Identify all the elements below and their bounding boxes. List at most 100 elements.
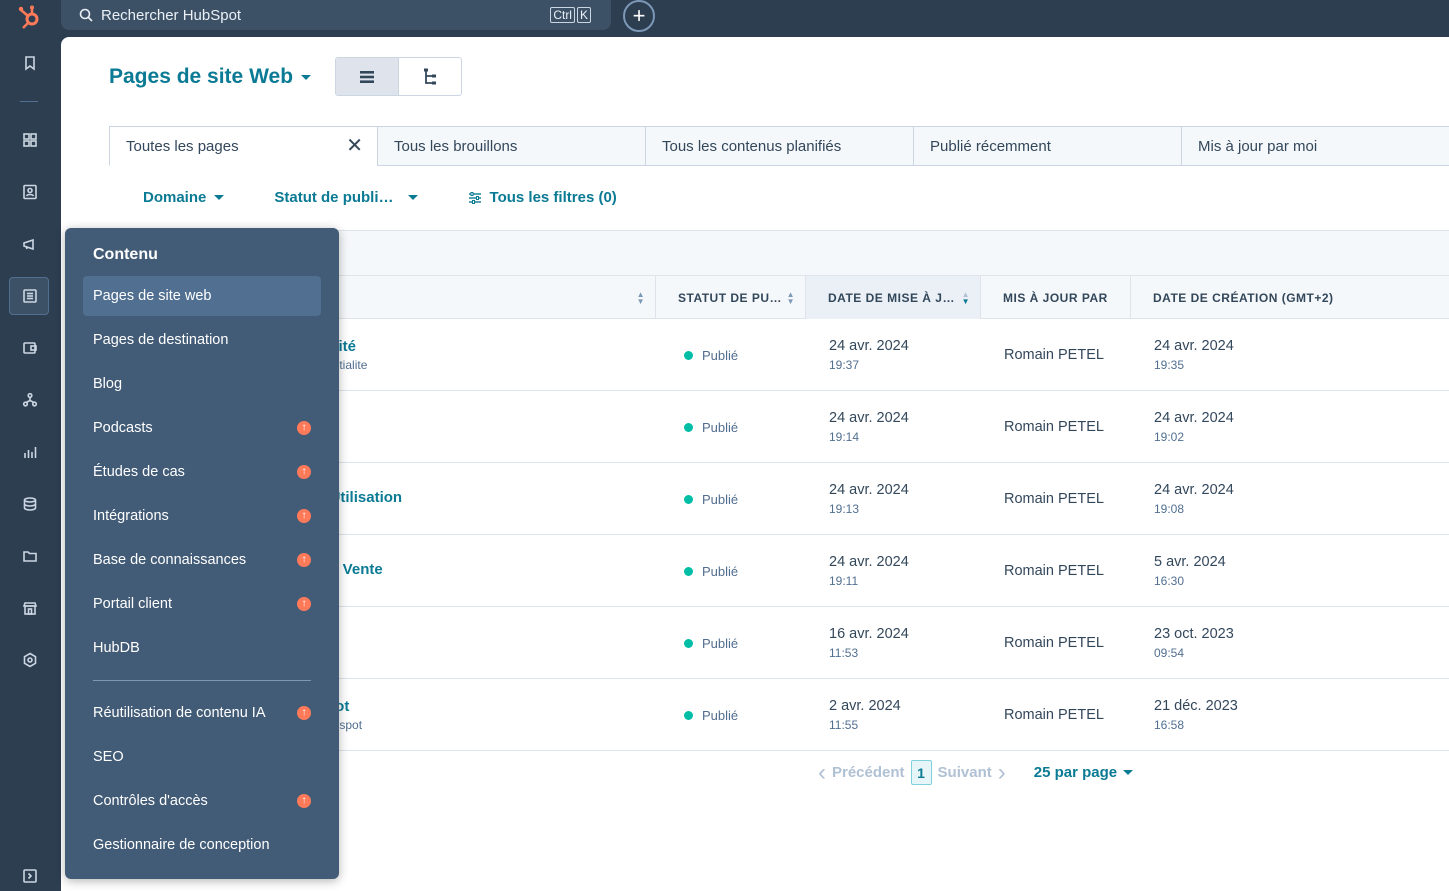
sort-desc-icon: ▲ ▼ [961,290,970,306]
data-icon[interactable] [19,493,41,515]
tab-all-pages[interactable]: Toutes les pages ✕ [109,126,378,166]
page-name-cell[interactable]: alité entialite [326,319,646,391]
table-row[interactable]: 'Utilisation Publié 24 avr. 2024 19:13 R… [109,463,1449,535]
updated-by-cell: Romain PETEL [1004,535,1104,607]
page-name-link[interactable]: alité [326,338,357,355]
page-name-cell[interactable]: s [326,391,646,463]
flyout-item[interactable]: Études de cas ↑ [83,452,321,492]
flyout-item-label: Podcasts [93,420,153,436]
create-plus-button[interactable]: + [623,0,655,32]
upgrade-arrow-icon: ↑ [297,706,311,720]
updated-by-cell: Romain PETEL [1004,607,1104,679]
grid-icon[interactable] [19,129,41,151]
bookmark-icon[interactable] [19,52,41,74]
page-name-cell[interactable]: 'Utilisation [326,463,646,535]
updated-by: Romain PETEL [1004,347,1104,363]
tab-label: Tous les contenus planifiés [662,137,842,155]
contacts-icon[interactable] [19,181,41,203]
folder-icon[interactable] [19,545,41,567]
previous-button[interactable]: Précédent [832,764,905,781]
flyout-item-label: Intégrations [93,508,169,524]
status-badge: Publié [702,347,739,363]
page-name-cell[interactable]: le Vente [326,535,646,607]
sort-icon: ▲ ▼ [786,290,795,306]
status-filter-label: Statut de publi… [274,189,394,206]
flyout-item[interactable]: Pages de destination [83,320,321,360]
settings-hex-icon[interactable] [19,649,41,671]
next-button[interactable]: Suivant [937,764,992,781]
megaphone-icon[interactable] [19,233,41,255]
expand-icon[interactable] [19,865,41,887]
tree-icon [424,68,436,84]
tree-view-button[interactable] [399,58,461,95]
chevron-right-icon[interactable]: › [997,758,1006,786]
page-name-cell[interactable]: pot ubspot [326,679,646,751]
updated-date: 2 avr. 2024 [829,698,901,714]
status-cell: Publié [684,463,738,535]
flyout-item[interactable]: Blog [83,364,321,404]
col-header-updated[interactable]: DATE DE MISE À J… ▲ ▼ [805,276,980,319]
updated-time: 11:55 [829,718,859,732]
updated-date: 16 avr. 2024 [829,626,909,642]
updated-by: Romain PETEL [1004,491,1104,507]
flyout-item-label: Pages de site web [93,288,212,304]
updated-time: 19:14 [829,430,860,444]
created-date: 23 oct. 2023 [1154,626,1234,642]
page-name-link[interactable]: le Vente [326,561,383,578]
flyout-item[interactable]: Podcasts ↑ [83,408,321,448]
page-name-link[interactable]: 'Utilisation [326,489,403,506]
flyout-item[interactable]: SEO [83,737,321,777]
all-filters-button[interactable]: Tous les filtres (0) [468,189,617,206]
status-filter[interactable]: Statut de publi… [274,189,418,206]
created-date-cell: 24 avr. 2024 19:02 [1154,391,1234,463]
created-date: 24 avr. 2024 [1154,410,1234,426]
updated-by-cell: Romain PETEL [1004,391,1104,463]
upgrade-arrow-icon: ↑ [297,421,311,435]
flyout-item[interactable]: Contrôles d'accès ↑ [83,781,321,821]
tab-updated-by-me[interactable]: Mis à jour par moi [1181,126,1449,166]
flyout-item-label: SEO [93,749,124,765]
page-name-link[interactable]: pot [326,698,646,715]
per-page-dropdown[interactable]: 25 par page [1034,764,1134,781]
marketplace-icon[interactable] [19,597,41,619]
search-icon [79,8,93,22]
page-name-cell[interactable] [326,607,646,679]
flyout-item-label: Pages de destination [93,332,229,348]
reports-icon[interactable] [19,441,41,463]
col-header-status[interactable]: STATUT DE PU… ▲ ▼ [655,276,805,319]
chevron-left-icon[interactable]: ‹ [818,758,826,786]
flyout-item[interactable]: Réutilisation de contenu IA ↑ [83,693,321,733]
flyout-item[interactable]: Portail client ↑ [83,584,321,624]
domain-filter[interactable]: Domaine [143,189,225,206]
flyout-item[interactable]: Pages de site web [83,276,321,316]
updated-time: 19:37 [829,358,860,372]
tab-recently-published[interactable]: Publié récemment [913,126,1182,166]
tab-scheduled[interactable]: Tous les contenus planifiés [645,126,914,166]
status-badge: Publié [702,707,739,723]
search-input[interactable]: Rechercher HubSpot Ctrl K [61,0,611,30]
table-row[interactable]: Publié 16 avr. 2024 11:53 Romain PETEL 2… [109,607,1449,679]
flyout-item[interactable]: Intégrations ↑ [83,496,321,536]
close-icon[interactable]: ✕ [346,135,363,157]
col-header-name[interactable]: ▲ ▼ [109,276,655,319]
col-header-updated-by[interactable]: MIS À JOUR PAR [980,276,1130,319]
table-row[interactable]: alité entialite Publié 24 avr. 2024 19:3… [109,319,1449,391]
status-badge: Publié [702,635,739,651]
tab-drafts[interactable]: Tous les brouillons [377,126,646,166]
table-row[interactable]: le Vente Publié 24 avr. 2024 19:11 Romai… [109,535,1449,607]
page-title-dropdown[interactable]: Pages de site Web [109,65,312,89]
flyout-item[interactable]: HubDB [83,628,321,668]
top-bar: Rechercher HubSpot Ctrl K + [0,0,1449,37]
flyout-item[interactable]: Base de connaissances ↑ [83,540,321,580]
list-view-button[interactable] [336,58,399,95]
automation-icon[interactable] [19,389,41,411]
table-row[interactable]: s Publié 24 avr. 2024 19:14 Romain PETEL… [109,391,1449,463]
keyboard-shortcut: Ctrl K [550,7,591,23]
flyout-item[interactable]: Gestionnaire de conception [83,825,321,865]
sliders-icon [468,191,481,204]
col-header-created[interactable]: DATE DE CRÉATION (GMT+2) [1130,276,1449,319]
commerce-icon[interactable] [19,337,41,359]
hubspot-logo-icon[interactable] [17,4,43,30]
page-number-button[interactable]: 1 [910,760,932,785]
content-icon[interactable] [19,285,41,307]
